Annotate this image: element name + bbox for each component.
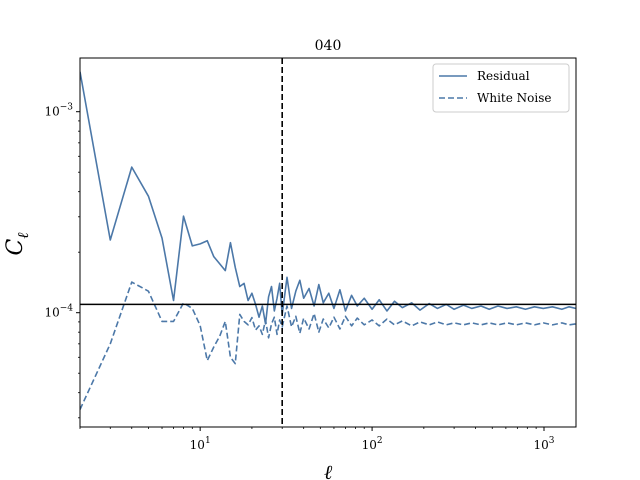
y-axis-label: Cℓ bbox=[3, 232, 32, 255]
x-tick-label: 103 bbox=[533, 436, 554, 452]
y-tick-label: 10−4 bbox=[44, 304, 73, 320]
y-tick-label-base: 10 bbox=[44, 105, 59, 119]
y-axis-label-main: C bbox=[3, 239, 28, 256]
reference-lines bbox=[80, 58, 576, 427]
plot-frame bbox=[79, 57, 577, 428]
y-axis-label-subscript: ℓ bbox=[14, 232, 32, 238]
x-tick-label-base: 10 bbox=[190, 438, 205, 452]
x-tick-label-base: 10 bbox=[533, 438, 548, 452]
x-tick-label-exponent: 2 bbox=[377, 436, 383, 446]
legend-label: White Noise bbox=[477, 91, 551, 105]
legend-label: Residual bbox=[477, 69, 530, 83]
x-axis-label: ℓ bbox=[324, 460, 333, 480]
series-line-white-noise bbox=[80, 281, 576, 410]
y-tick-label-exponent: −3 bbox=[60, 103, 74, 113]
legend: Residual White Noise bbox=[432, 63, 570, 113]
x-tick-label: 102 bbox=[362, 436, 383, 452]
y-tick-label-base: 10 bbox=[44, 306, 59, 320]
x-tick-label-exponent: 1 bbox=[205, 436, 211, 446]
x-tick-label-base: 10 bbox=[362, 438, 377, 452]
y-tick-label: 10−3 bbox=[44, 103, 73, 119]
chart-title: 040 bbox=[315, 38, 342, 54]
x-tick-label-exponent: 3 bbox=[549, 436, 555, 446]
series-layer bbox=[80, 71, 576, 410]
x-tick-label: 101 bbox=[190, 436, 211, 452]
y-tick-label-exponent: −4 bbox=[60, 304, 74, 314]
series-line-residual bbox=[80, 71, 576, 325]
